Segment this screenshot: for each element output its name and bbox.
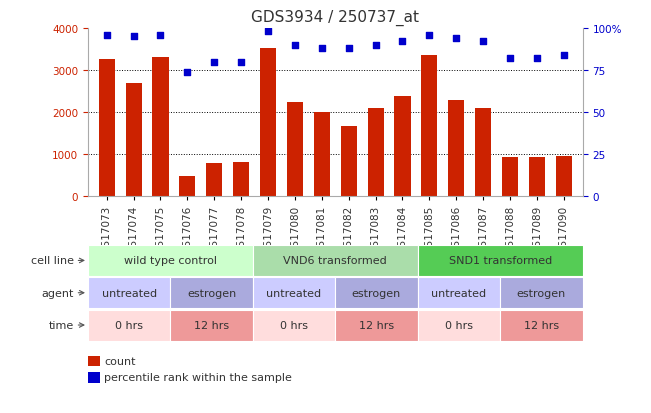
Bar <box>395 97 411 197</box>
Text: agent: agent <box>42 288 74 298</box>
Text: SND1 transformed: SND1 transformed <box>449 256 552 266</box>
Text: estrogen: estrogen <box>517 288 566 298</box>
Bar <box>88 310 171 341</box>
Point <box>424 32 435 39</box>
Bar <box>421 56 437 197</box>
Bar <box>99 60 115 197</box>
Bar <box>448 101 464 197</box>
Text: cell line: cell line <box>31 256 74 266</box>
Bar <box>253 278 335 309</box>
Point <box>128 34 139 40</box>
Text: percentile rank within the sample: percentile rank within the sample <box>104 373 292 382</box>
Point <box>397 39 408 45</box>
Bar <box>126 83 142 197</box>
Text: count: count <box>104 356 135 366</box>
Bar <box>179 176 195 197</box>
Point <box>209 59 219 66</box>
Bar <box>253 310 335 341</box>
Text: untreated: untreated <box>266 288 322 298</box>
Text: untreated: untreated <box>432 288 486 298</box>
Bar <box>335 310 418 341</box>
Text: 12 hrs: 12 hrs <box>359 320 394 330</box>
Text: 12 hrs: 12 hrs <box>524 320 559 330</box>
Text: VND6 transformed: VND6 transformed <box>283 256 387 266</box>
Text: 0 hrs: 0 hrs <box>445 320 473 330</box>
Bar <box>260 49 276 197</box>
Bar <box>500 310 583 341</box>
Bar <box>340 127 357 197</box>
Bar <box>418 310 500 341</box>
Text: wild type control: wild type control <box>124 256 217 266</box>
Bar <box>335 278 418 309</box>
Bar <box>556 157 572 197</box>
Bar <box>233 163 249 197</box>
Text: 0 hrs: 0 hrs <box>280 320 308 330</box>
Text: time: time <box>49 320 74 330</box>
Point <box>478 39 488 45</box>
Point <box>451 36 462 42</box>
Bar <box>88 245 253 276</box>
Bar <box>171 278 253 309</box>
Bar <box>171 310 253 341</box>
Bar <box>502 157 518 197</box>
Bar <box>152 58 169 197</box>
Point <box>156 32 166 39</box>
Point <box>344 46 354 52</box>
Point <box>263 29 273 36</box>
Point <box>505 56 515 62</box>
Bar <box>314 113 330 197</box>
Bar <box>500 278 583 309</box>
Point <box>236 59 246 66</box>
Bar <box>368 109 383 197</box>
Title: GDS3934 / 250737_at: GDS3934 / 250737_at <box>251 10 419 26</box>
Bar <box>475 109 492 197</box>
Bar <box>88 278 171 309</box>
Text: estrogen: estrogen <box>352 288 401 298</box>
Bar <box>206 164 223 197</box>
Text: 12 hrs: 12 hrs <box>194 320 229 330</box>
Text: 0 hrs: 0 hrs <box>115 320 143 330</box>
Point <box>102 32 112 39</box>
Text: untreated: untreated <box>102 288 157 298</box>
Point <box>370 43 381 49</box>
Bar <box>529 157 545 197</box>
Bar <box>287 103 303 197</box>
Text: estrogen: estrogen <box>187 288 236 298</box>
Point <box>290 43 300 49</box>
Point <box>316 46 327 52</box>
Point <box>182 69 193 76</box>
Bar <box>253 245 418 276</box>
Point <box>559 52 569 59</box>
Bar <box>418 245 583 276</box>
Bar <box>418 278 500 309</box>
Point <box>532 56 542 62</box>
